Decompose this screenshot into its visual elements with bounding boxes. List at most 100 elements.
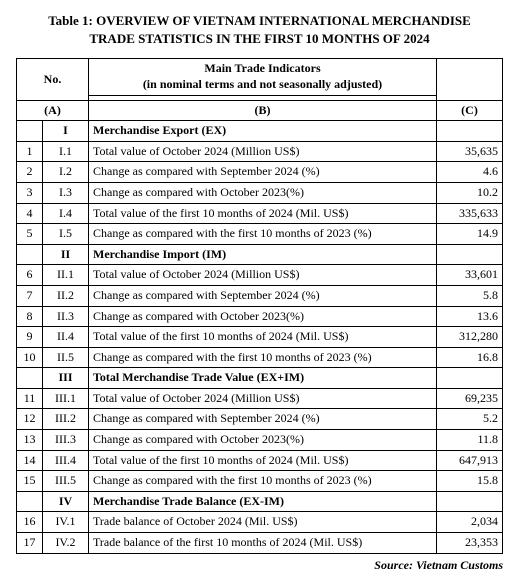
row-no: I.3 bbox=[43, 182, 89, 203]
row-value: 5.2 bbox=[437, 409, 503, 430]
row-indicator: Total value of the first 10 months of 20… bbox=[89, 450, 437, 471]
table-row: 14III.4Total value of the first 10 month… bbox=[17, 450, 503, 471]
row-indicator: Total value of October 2024 (Million US$… bbox=[89, 265, 437, 286]
row-value: 4.6 bbox=[437, 162, 503, 183]
row-indicator: Total value of the first 10 months of 20… bbox=[89, 327, 437, 348]
row-seq: 6 bbox=[17, 265, 43, 286]
section-empty-value bbox=[437, 368, 503, 389]
row-indicator: Change as compared with September 2024 (… bbox=[89, 285, 437, 306]
table-row: 15III.5Change as compared with the first… bbox=[17, 471, 503, 492]
row-no: III.1 bbox=[43, 388, 89, 409]
section-blank-cell bbox=[17, 121, 43, 142]
row-seq: 5 bbox=[17, 224, 43, 245]
table-row: 17IV.2Trade balance of the first 10 mont… bbox=[17, 533, 503, 554]
row-value: 33,601 bbox=[437, 265, 503, 286]
row-no: I.1 bbox=[43, 141, 89, 162]
section-empty-value bbox=[437, 244, 503, 265]
row-value: 647,913 bbox=[437, 450, 503, 471]
row-no: I.2 bbox=[43, 162, 89, 183]
row-seq: 2 bbox=[17, 162, 43, 183]
row-no: III.5 bbox=[43, 471, 89, 492]
row-indicator: Change as compared with October 2023(%) bbox=[89, 182, 437, 203]
section-label: Merchandise Export (EX) bbox=[89, 121, 437, 142]
row-seq: 16 bbox=[17, 512, 43, 533]
row-value: 23,353 bbox=[437, 533, 503, 554]
row-value: 14.9 bbox=[437, 224, 503, 245]
section-roman: I bbox=[43, 121, 89, 142]
row-seq: 4 bbox=[17, 203, 43, 224]
row-seq: 13 bbox=[17, 430, 43, 451]
source-line: Source: Vietnam Customs bbox=[16, 558, 503, 573]
section-label: Merchandise Trade Balance (EX-IM) bbox=[89, 491, 437, 512]
row-indicator: Change as compared with September 2024 (… bbox=[89, 409, 437, 430]
row-indicator: Change as compared with October 2023(%) bbox=[89, 430, 437, 451]
row-no: II.4 bbox=[43, 327, 89, 348]
title-line-1: Table 1: OVERVIEW OF VIETNAM INTERNATION… bbox=[48, 13, 471, 28]
row-seq: 14 bbox=[17, 450, 43, 471]
section-empty-value bbox=[437, 121, 503, 142]
table-row: 6II.1Total value of October 2024 (Millio… bbox=[17, 265, 503, 286]
title-line-2: TRADE STATISTICS IN THE FIRST 10 MONTHS … bbox=[89, 31, 429, 46]
row-value: 15.8 bbox=[437, 471, 503, 492]
row-seq: 1 bbox=[17, 141, 43, 162]
header-empty-c bbox=[437, 59, 503, 100]
row-indicator: Total value of October 2024 (Million US$… bbox=[89, 141, 437, 162]
row-indicator: Change as compared with September 2024 (… bbox=[89, 162, 437, 183]
row-seq: 8 bbox=[17, 306, 43, 327]
table-row: 5I.5Change as compared with the first 10… bbox=[17, 224, 503, 245]
header-indicators-line2: (in nominal terms and not seasonally adj… bbox=[143, 77, 382, 91]
row-seq: 11 bbox=[17, 388, 43, 409]
header-row-3: (A) (B) (C) bbox=[17, 100, 503, 121]
header-row-1: No. Main Trade Indicators (in nominal te… bbox=[17, 59, 503, 95]
row-seq: 12 bbox=[17, 409, 43, 430]
row-value: 16.8 bbox=[437, 347, 503, 368]
row-indicator: Trade balance of October 2024 (Mil. US$) bbox=[89, 512, 437, 533]
row-indicator: Change as compared with the first 10 mon… bbox=[89, 347, 437, 368]
section-blank-cell bbox=[17, 244, 43, 265]
section-header-row: IMerchandise Export (EX) bbox=[17, 121, 503, 142]
section-roman: II bbox=[43, 244, 89, 265]
header-indicators: Main Trade Indicators (in nominal terms … bbox=[89, 59, 437, 95]
trade-table: No. Main Trade Indicators (in nominal te… bbox=[16, 58, 503, 553]
row-indicator: Change as compared with the first 10 mon… bbox=[89, 471, 437, 492]
table-row: 1I.1Total value of October 2024 (Million… bbox=[17, 141, 503, 162]
header-col-c: (C) bbox=[437, 100, 503, 121]
row-no: III.2 bbox=[43, 409, 89, 430]
row-seq: 3 bbox=[17, 182, 43, 203]
row-no: III.4 bbox=[43, 450, 89, 471]
table-row: 12III.2Change as compared with September… bbox=[17, 409, 503, 430]
section-empty-value bbox=[437, 491, 503, 512]
row-indicator: Total value of October 2024 (Million US$… bbox=[89, 388, 437, 409]
section-label: Total Merchandise Trade Value (EX+IM) bbox=[89, 368, 437, 389]
row-no: I.4 bbox=[43, 203, 89, 224]
row-value: 10.2 bbox=[437, 182, 503, 203]
row-seq: 15 bbox=[17, 471, 43, 492]
row-no: II.1 bbox=[43, 265, 89, 286]
header-col-b: (B) bbox=[89, 100, 437, 121]
row-seq: 10 bbox=[17, 347, 43, 368]
row-value: 69,235 bbox=[437, 388, 503, 409]
table-row: 4I.4Total value of the first 10 months o… bbox=[17, 203, 503, 224]
table-row: 16IV.1Trade balance of October 2024 (Mil… bbox=[17, 512, 503, 533]
table-row: 10II.5Change as compared with the first … bbox=[17, 347, 503, 368]
table-row: 9II.4Total value of the first 10 months … bbox=[17, 327, 503, 348]
row-indicator: Total value of the first 10 months of 20… bbox=[89, 203, 437, 224]
table-row: 13III.3Change as compared with October 2… bbox=[17, 430, 503, 451]
section-header-row: IIMerchandise Import (IM) bbox=[17, 244, 503, 265]
row-indicator: Change as compared with October 2023(%) bbox=[89, 306, 437, 327]
row-no: II.5 bbox=[43, 347, 89, 368]
row-no: IV.1 bbox=[43, 512, 89, 533]
section-label: Merchandise Import (IM) bbox=[89, 244, 437, 265]
row-value: 2,034 bbox=[437, 512, 503, 533]
row-no: III.3 bbox=[43, 430, 89, 451]
section-roman: III bbox=[43, 368, 89, 389]
row-seq: 9 bbox=[17, 327, 43, 348]
row-value: 35,635 bbox=[437, 141, 503, 162]
row-value: 13.6 bbox=[437, 306, 503, 327]
section-blank-cell bbox=[17, 368, 43, 389]
header-indicators-line1: Main Trade Indicators bbox=[204, 61, 320, 75]
row-value: 5.8 bbox=[437, 285, 503, 306]
row-seq: 7 bbox=[17, 285, 43, 306]
section-header-row: IIITotal Merchandise Trade Value (EX+IM) bbox=[17, 368, 503, 389]
row-value: 11.8 bbox=[437, 430, 503, 451]
